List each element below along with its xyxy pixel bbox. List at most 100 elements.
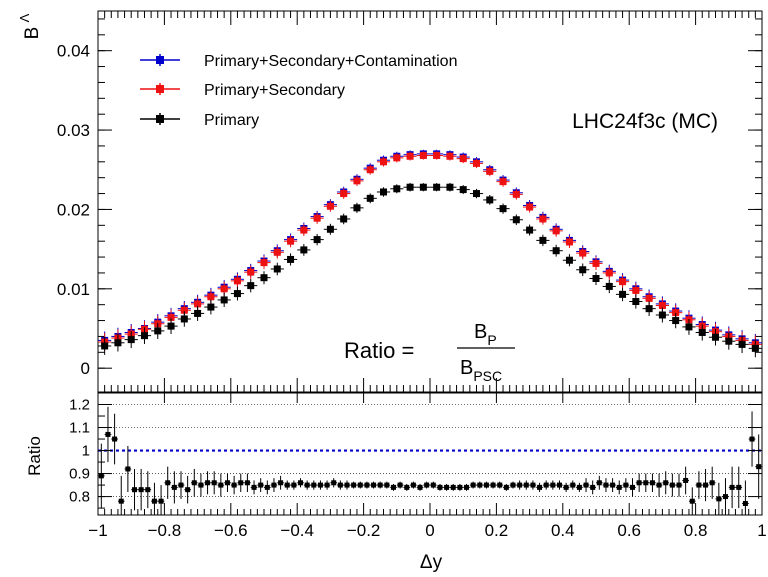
ratio-point [205, 480, 211, 486]
point-p [472, 190, 480, 198]
legend-entry-psc: Primary+Secondary+Contamination [140, 53, 457, 70]
ratio-point [457, 484, 463, 490]
point-p [486, 196, 494, 204]
ratio-point [550, 482, 556, 488]
point-p [353, 204, 361, 212]
point-p [459, 186, 467, 194]
point-p [632, 298, 640, 306]
x-axis-label: Δy [420, 552, 443, 573]
ratio-y-tick-label: 1 [82, 443, 90, 460]
legend-marker-psc [156, 56, 164, 64]
ratio-point [556, 482, 562, 488]
ratio-point [118, 498, 124, 504]
point-p [101, 342, 109, 350]
point-ps [273, 248, 281, 256]
ratio-point [264, 484, 270, 490]
ratio-point [165, 480, 171, 486]
x-axis: −1 −0.8 −0.6 −0.4 −0.2 0 0.2 0.4 0.6 0.8 1 [88, 11, 767, 540]
ratio-point [357, 482, 363, 488]
point-p [273, 265, 281, 273]
point-ps [260, 259, 268, 267]
ratio-point [404, 484, 410, 490]
ratio-point [337, 482, 343, 488]
legend-label-ps: Primary+Secondary [204, 82, 345, 99]
ratio-point [344, 482, 350, 488]
point-p [751, 344, 759, 352]
x-tick-label: −0.4 [280, 521, 314, 540]
main-y-tick-label: 0.04 [57, 42, 90, 61]
point-p [380, 188, 388, 196]
ratio-point [517, 482, 523, 488]
point-p [512, 216, 520, 224]
ratio-point [191, 480, 197, 486]
ratio-numerator: BP [474, 321, 497, 348]
ratio-point [218, 482, 224, 488]
ratio-point [258, 482, 264, 488]
ratio-point [291, 482, 297, 488]
ratio-point [112, 436, 118, 442]
ratio-y-tick-label: 1.2 [69, 397, 90, 414]
ratio-point [417, 484, 423, 490]
point-ps [433, 151, 441, 159]
ratio-point [483, 482, 489, 488]
point-ps [459, 155, 467, 163]
main-y-axis-title: B Λ [17, 13, 43, 39]
legend-entry-ps: Primary+Secondary [140, 82, 345, 99]
point-p [725, 337, 733, 345]
point-p [247, 282, 255, 290]
ratio-point [430, 482, 436, 488]
point-p [552, 247, 560, 255]
point-p [300, 246, 308, 254]
ratio-point [437, 484, 443, 490]
ratio-point [178, 482, 184, 488]
x-tick-label: 0.4 [551, 521, 575, 540]
point-ps [658, 301, 666, 309]
ratio-point [450, 484, 456, 490]
x-tick-label: −0.6 [214, 521, 248, 540]
main-y-axis-label: B [22, 27, 43, 40]
ratio-point [630, 484, 636, 490]
ratio-point [590, 484, 596, 490]
point-p [619, 290, 627, 298]
legend-marker-ps [156, 85, 164, 93]
ratio-point [390, 484, 396, 490]
series-p [98, 182, 762, 358]
point-p [698, 328, 706, 336]
ratio-y-tick-label: 0.9 [69, 466, 90, 483]
ratio-numerator-sub: P [487, 332, 496, 348]
ratio-point [151, 498, 157, 504]
ratio-point [364, 482, 370, 488]
main-y-axis: 0 0.01 0.02 0.03 0.04 [57, 18, 762, 378]
ratio-point [656, 482, 662, 488]
ratio-point [703, 482, 709, 488]
ratio-point [742, 500, 748, 506]
point-p [605, 282, 613, 290]
main-y-tick-label: 0.03 [57, 121, 90, 140]
point-p [419, 183, 427, 191]
point-p [114, 339, 122, 347]
ratio-point [311, 482, 317, 488]
ratio-y-axis: 0.8 0.9 1 1.1 1.2 [69, 397, 762, 509]
point-p [366, 194, 374, 202]
legend-label-p: Primary [204, 112, 259, 129]
x-tick-label: 1 [757, 521, 766, 540]
point-ps [167, 313, 175, 321]
ratio-point [324, 482, 330, 488]
ratio-point [284, 482, 290, 488]
ratio-point [158, 498, 164, 504]
ratio-point [510, 482, 516, 488]
ratio-point [331, 480, 337, 486]
point-p [565, 256, 573, 264]
point-p [592, 274, 600, 282]
ratio-point [231, 482, 237, 488]
point-ps [393, 154, 401, 162]
legend-entry-p: Primary [140, 112, 259, 129]
point-p [539, 236, 547, 244]
point-p [154, 327, 162, 335]
ratio-point [722, 494, 728, 500]
point-ps [220, 285, 228, 293]
ratio-point [424, 482, 430, 488]
ratio-point [649, 480, 655, 486]
x-tick-label: 0 [425, 521, 434, 540]
ratio-point [278, 480, 284, 486]
